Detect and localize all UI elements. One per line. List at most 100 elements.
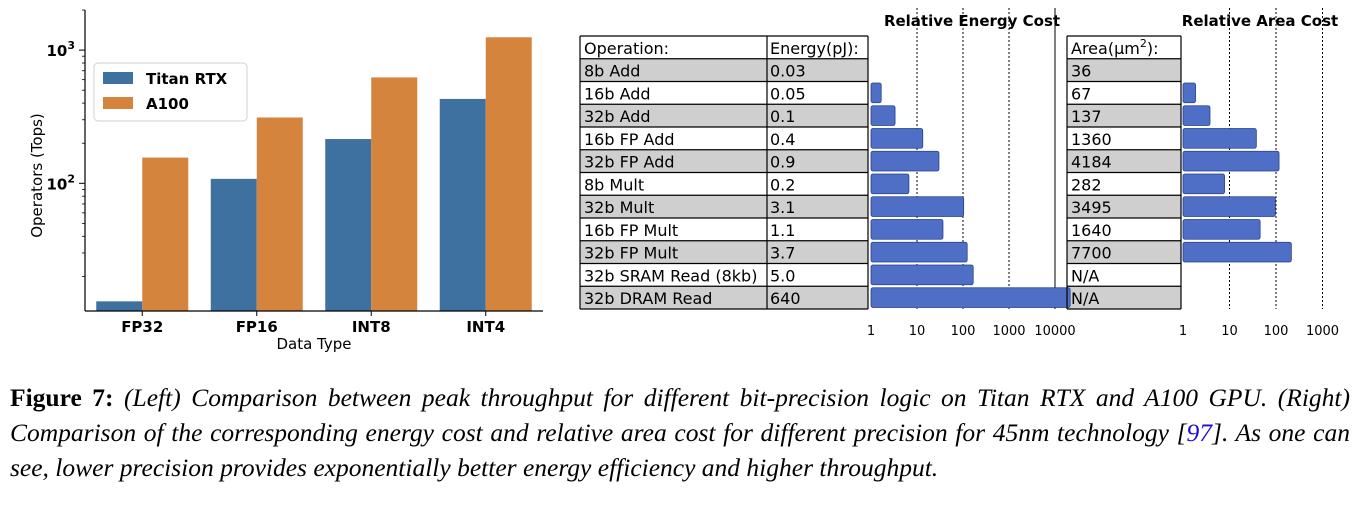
table-row-bg <box>580 263 868 287</box>
energy-bar-11 <box>870 287 1071 308</box>
cell-operation: 32b FP Add <box>584 153 675 172</box>
area-bar-6 <box>1182 173 1225 195</box>
x-axis-label: Data Type <box>276 335 351 353</box>
area-bar-9 <box>1182 241 1292 263</box>
table-row-bg <box>580 58 868 82</box>
area-bar-7 <box>1182 196 1276 217</box>
cell-area: 3495 <box>1071 198 1112 217</box>
cell-operation: 32b DRAM Read <box>584 289 712 308</box>
energy-tick-label: 10000 <box>1034 324 1075 339</box>
area-bar-8 <box>1182 219 1261 240</box>
cell-energy: 0.03 <box>770 62 806 81</box>
bar-a100-fp32 <box>142 157 189 311</box>
cell-energy: 3.1 <box>770 198 795 217</box>
energy-tick-label: 100 <box>951 324 976 339</box>
table-row-bg <box>580 240 868 264</box>
area-row-bg <box>1067 58 1181 82</box>
x-tick-label: FP32 <box>121 318 163 336</box>
cell-area: 67 <box>1071 84 1091 103</box>
energy-area-table-figure: Operation: Energy(pJ): Area(μm2): 8b Add 0.0… <box>579 8 1339 339</box>
bar-a100-int8 <box>371 77 418 311</box>
y-tick-exponent: 2 <box>67 172 75 185</box>
area-row-bg <box>1067 81 1181 105</box>
area-row-bg <box>1067 240 1181 264</box>
bar-a100-int4 <box>485 37 532 311</box>
cell-operation: 16b FP Mult <box>584 221 678 240</box>
energy-chart-title: Relative Energy Cost <box>884 12 1060 30</box>
bar-titan-rtx-fp32 <box>96 301 143 311</box>
cell-area: 282 <box>1071 175 1102 194</box>
cell-area: 1360 <box>1071 130 1112 149</box>
cell-operation: 32b FP Mult <box>584 244 678 263</box>
bar-a100-fp16 <box>256 117 303 311</box>
energy-bar-7 <box>870 196 965 217</box>
area-row-bg <box>1067 286 1181 309</box>
cell-energy: 640 <box>770 289 801 308</box>
area-bar-4 <box>1182 128 1257 149</box>
y-tick-label: 103 <box>46 39 75 60</box>
cell-energy: 0.2 <box>770 175 795 194</box>
area-row-bg <box>1067 104 1181 127</box>
legend-label: A100 <box>146 95 189 113</box>
area-bar-2 <box>1182 82 1196 104</box>
bar-titan-rtx-fp16 <box>210 178 257 311</box>
energy-bar-9 <box>870 241 968 263</box>
header-operation: Operation: <box>584 39 669 58</box>
area-row-bg <box>1067 218 1181 241</box>
area-chart-title: Relative Area Cost <box>1182 12 1338 30</box>
cell-energy: 1.1 <box>770 221 795 240</box>
caption-citation-link[interactable]: 97 <box>1186 418 1213 447</box>
table-row-bg <box>580 172 868 196</box>
cell-operation: 16b FP Add <box>584 130 675 149</box>
area-tick-label: 10 <box>1221 324 1238 339</box>
caption-label: Figure 7: <box>10 383 114 412</box>
y-tick-label: 102 <box>46 172 75 193</box>
cell-energy: 0.05 <box>770 84 806 103</box>
legend-swatch-titan-rtx <box>103 72 133 84</box>
x-tick-label: INT8 <box>352 318 391 336</box>
table-row-bg <box>580 286 868 309</box>
area-tick-label: 1 <box>1179 324 1187 339</box>
header-energy: Energy(pJ): <box>770 39 859 58</box>
area-row-bg <box>1067 127 1181 150</box>
cell-area: 36 <box>1071 62 1091 81</box>
energy-tick-label: 1000 <box>992 324 1025 339</box>
header-area: Area(μm2): <box>1071 37 1158 58</box>
header-area-suffix: ): <box>1147 39 1159 58</box>
header-area-sup: 2 <box>1140 37 1147 50</box>
y-axis-label: Operators (Tops) <box>28 113 46 238</box>
cell-operation: 32b Mult <box>584 198 654 217</box>
figure-caption: Figure 7: (Left) Comparison between peak… <box>10 380 1350 485</box>
area-tick-label: 100 <box>1264 324 1289 339</box>
bar-titan-rtx-int8 <box>325 139 372 311</box>
area-bar-3 <box>1182 105 1211 126</box>
area-row-bg <box>1067 172 1181 196</box>
cell-energy: 0.1 <box>770 107 795 126</box>
x-tick-label: FP16 <box>236 318 278 336</box>
energy-bar-5 <box>870 150 940 172</box>
cell-area: 4184 <box>1071 153 1112 172</box>
caption-text-end: ]. As one can see, lower precision provi… <box>10 418 1350 482</box>
energy-bar-3 <box>870 105 896 126</box>
table-row-bg <box>580 195 868 218</box>
cell-area: 7700 <box>1071 244 1112 263</box>
cell-operation: 16b Add <box>584 84 651 103</box>
energy-tick-label: 1 <box>867 324 875 339</box>
legend-swatch-a100 <box>103 97 133 109</box>
y-tick-exponent: 3 <box>67 39 75 52</box>
cell-energy: 0.9 <box>770 153 795 172</box>
table-row-bg <box>580 218 868 241</box>
x-tick-label: INT4 <box>466 318 505 336</box>
energy-bar-8 <box>870 219 944 240</box>
energy-bar-10 <box>870 264 974 286</box>
area-tick-label: 1000 <box>1306 324 1339 339</box>
cell-energy: 5.0 <box>770 266 795 285</box>
y-tick-base: 10 <box>46 42 67 60</box>
area-row-bg <box>1067 195 1181 218</box>
energy-tick-label: 10 <box>909 324 926 339</box>
energy-bar-2 <box>870 82 882 104</box>
cell-energy: 0.4 <box>770 130 795 149</box>
energy-bar-6 <box>870 173 910 195</box>
cell-operation: 32b Add <box>584 107 651 126</box>
